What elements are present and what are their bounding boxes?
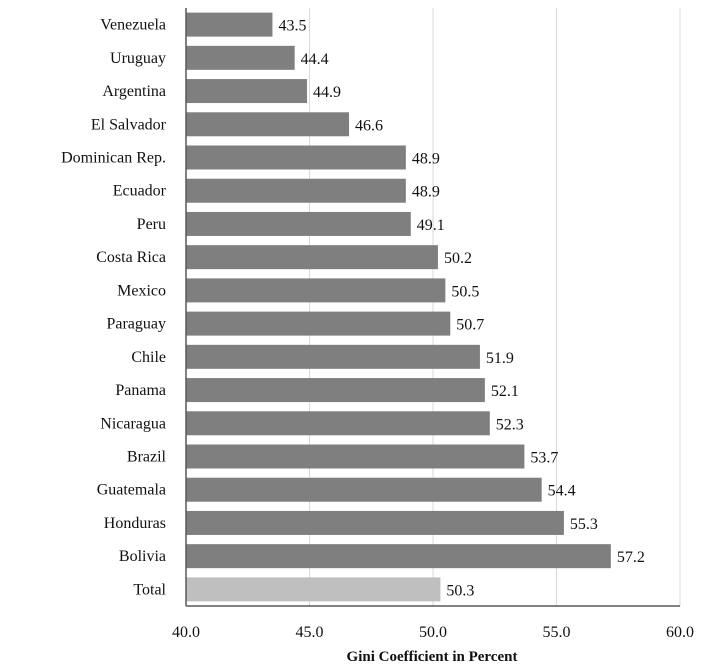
bar-ecuador xyxy=(186,178,406,203)
bar-mexico xyxy=(186,278,446,303)
value-label-costa-rica: 50.2 xyxy=(444,250,472,267)
category-label-mexico: Mexico xyxy=(117,282,166,299)
bar-uruguay xyxy=(186,45,295,70)
value-label-uruguay: 44.4 xyxy=(301,51,329,68)
value-label-panama: 52.1 xyxy=(491,383,519,400)
category-label-nicaragua: Nicaragua xyxy=(100,415,166,432)
value-label-paraguay: 50.7 xyxy=(456,317,484,334)
bars xyxy=(186,12,611,602)
bar-honduras xyxy=(186,510,564,535)
value-label-honduras: 55.3 xyxy=(570,516,598,533)
value-label-total: 50.3 xyxy=(446,582,474,599)
bar-nicaragua xyxy=(186,411,490,436)
value-label-dominican-rep: 48.9 xyxy=(412,151,440,168)
bar-paraguay xyxy=(186,311,451,336)
bar-bolivia xyxy=(186,544,611,569)
x-tick-label-60-0: 60.0 xyxy=(666,624,694,641)
bar-total xyxy=(186,577,441,602)
value-label-venezuela: 43.5 xyxy=(278,18,306,35)
value-label-ecuador: 48.9 xyxy=(412,184,440,201)
value-label-chile: 51.9 xyxy=(486,350,514,367)
axes xyxy=(185,8,680,607)
category-label-peru: Peru xyxy=(137,216,166,233)
x-tick-label-40-0: 40.0 xyxy=(172,624,200,641)
bar-venezuela xyxy=(186,12,273,37)
bar-panama xyxy=(186,378,485,403)
x-tick-label-50-0: 50.0 xyxy=(419,624,447,641)
value-label-peru: 49.1 xyxy=(417,217,445,234)
category-label-guatemala: Guatemala xyxy=(97,482,166,499)
x-tick-label-55-0: 55.0 xyxy=(543,624,571,641)
gridlines xyxy=(309,8,681,606)
x-tick-labels: 40.0 45.0 50.0 55.0 60.0 xyxy=(172,624,694,641)
category-label-venezuela: Venezuela xyxy=(100,17,166,34)
bar-peru xyxy=(186,211,411,236)
category-label-argentina: Argentina xyxy=(102,83,166,100)
category-label-panama: Panama xyxy=(115,382,166,399)
bar-costa-rica xyxy=(186,245,438,270)
bar-guatemala xyxy=(186,477,542,502)
value-label-mexico: 50.5 xyxy=(451,283,479,300)
value-label-brazil: 53.7 xyxy=(530,450,558,467)
category-label-brazil: Brazil xyxy=(127,449,167,466)
value-labels: 43.5 44.4 44.9 46.6 48.9 48.9 49.1 50.2 50.5 50.7… xyxy=(278,18,644,600)
category-labels: Venezuela Uruguay Argentina El Salvador Domi… xyxy=(61,17,167,599)
bar-argentina xyxy=(186,79,308,104)
value-label-bolivia: 57.2 xyxy=(617,549,645,566)
value-label-argentina: 44.9 xyxy=(313,84,341,101)
category-label-dominican-rep: Dominican Rep. xyxy=(61,150,166,167)
category-label-el-salvador: El Salvador xyxy=(91,116,167,133)
category-label-costa-rica: Costa Rica xyxy=(96,249,166,266)
bar-el-salvador xyxy=(186,112,350,137)
category-label-honduras: Honduras xyxy=(104,515,166,532)
bar-chile xyxy=(186,344,480,369)
bar-dominican-rep xyxy=(186,145,406,170)
value-label-guatemala: 54.4 xyxy=(548,483,576,500)
x-tick-label-45-0: 45.0 xyxy=(296,624,324,641)
category-label-bolivia: Bolivia xyxy=(119,548,166,565)
value-label-nicaragua: 52.3 xyxy=(496,416,524,433)
category-label-chile: Chile xyxy=(131,349,166,366)
bar-brazil xyxy=(186,444,525,469)
category-label-uruguay: Uruguay xyxy=(110,50,166,67)
category-label-paraguay: Paraguay xyxy=(106,316,166,333)
x-axis-title: Gini Coefficient in Percent xyxy=(347,649,518,665)
category-label-ecuador: Ecuador xyxy=(113,183,167,200)
category-label-total: Total xyxy=(133,581,166,598)
value-label-el-salvador: 46.6 xyxy=(355,117,383,134)
